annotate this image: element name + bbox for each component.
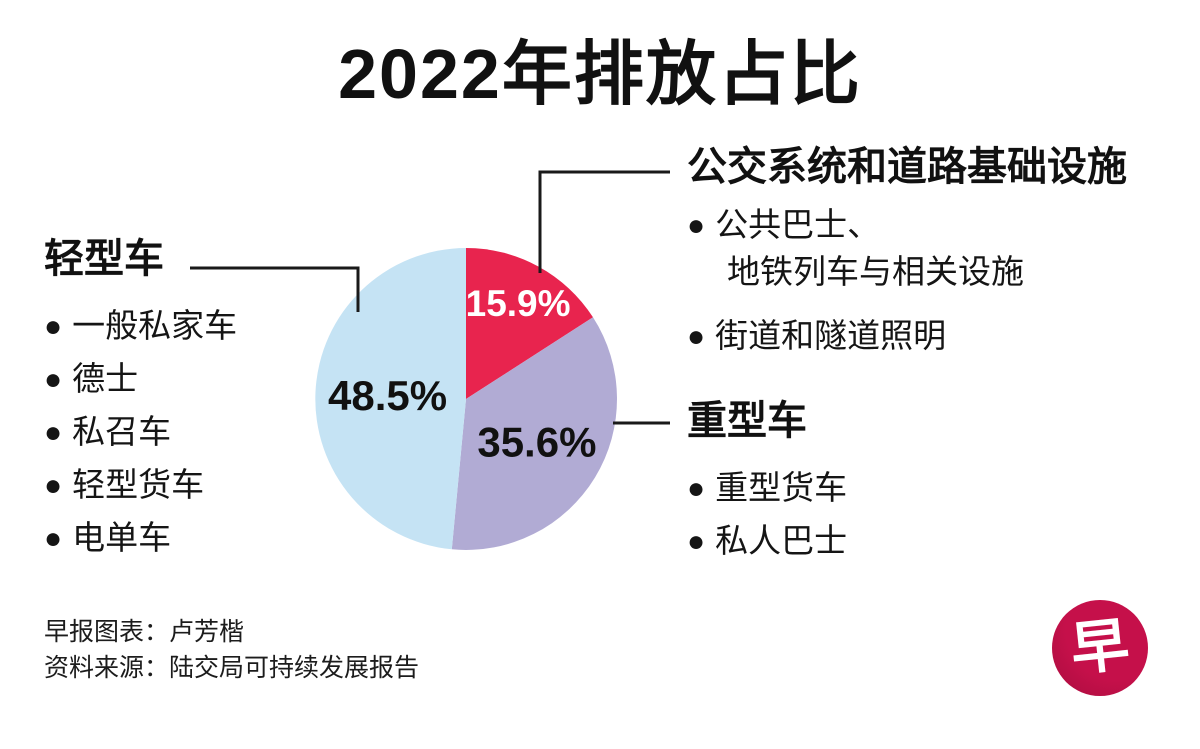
list-item: ● 轻型货车: [44, 459, 237, 512]
pie-value-label-1: 35.6%: [477, 419, 596, 466]
credit-chart-author: 早报图表：卢芳楷: [44, 618, 245, 646]
zaobao-logo: 早: [1052, 600, 1148, 696]
credit-data-source: 资料来源：陆交局可持续发展报告: [44, 654, 420, 682]
page-title: 2022年排放占比: [338, 35, 862, 113]
pie-slice-1: [451, 317, 617, 550]
bullet-icon: ●: [44, 363, 63, 396]
leader-line-public-transport: [538, 170, 670, 273]
bullet-icon: ●: [687, 320, 706, 353]
list-item-continuation: 地铁列车与相关设施: [727, 253, 1024, 290]
legend-heavy-vehicles-items: ● 重型货车 ● 私人巴士: [687, 462, 847, 568]
list-item-label: 轻型货车: [72, 466, 205, 503]
pie-slice-2: [315, 248, 466, 550]
credits: 早报图表：卢芳楷 资料来源：陆交局可持续发展报告: [44, 614, 419, 686]
list-item: ● 重型货车: [687, 462, 847, 515]
bullet-icon: ●: [44, 310, 63, 343]
zaobao-logo-glyph: 早: [1067, 612, 1133, 683]
bullet-icon: ●: [44, 469, 63, 502]
bullet-icon: ●: [44, 522, 63, 555]
leader-line-light-vehicles: [190, 266, 360, 312]
legend-light-vehicles: 轻型车 ● 一般私家车 ● 德士 ● 私召车 ● 轻型货车 ● 电单车: [44, 238, 237, 565]
list-item-label: 公共巴士、: [715, 206, 881, 243]
bullet-icon: ●: [687, 472, 706, 505]
legend-public-transport-header: 公交系统和道路基础设施: [687, 145, 1127, 189]
legend-light-vehicles-header: 轻型车: [44, 237, 164, 281]
pie-value-label-2: 48.5%: [328, 372, 447, 419]
legend-public-transport-items: ● 公共巴士、 地铁列车与相关设施 ● 街道和隧道照明: [687, 202, 1127, 360]
list-item-label: 私人巴士: [715, 522, 848, 559]
bullet-icon: ●: [687, 525, 706, 558]
list-item-label: 一般私家车: [72, 307, 238, 344]
list-item-label: 重型货车: [715, 469, 848, 506]
pie-value-label-0: 15.9%: [466, 283, 571, 324]
list-item-label: 私召车: [72, 413, 172, 450]
legend-light-vehicles-items: ● 一般私家车 ● 德士 ● 私召车 ● 轻型货车 ● 电单车: [44, 300, 237, 565]
legend-heavy-vehicles: 重型车 ● 重型货车 ● 私人巴士: [687, 400, 847, 568]
list-item: ● 私召车: [44, 406, 237, 459]
list-item: ● 德士: [44, 353, 237, 406]
list-item: ● 一般私家车: [44, 300, 237, 353]
legend-heavy-vehicles-header: 重型车: [687, 399, 807, 443]
legend-public-transport: 公交系统和道路基础设施 ● 公共巴士、 地铁列车与相关设施 ● 街道和隧道照明: [687, 146, 1127, 360]
bullet-icon: ●: [44, 416, 63, 449]
list-item: ● 公共巴士、: [687, 202, 1127, 249]
list-item-label: 德士: [72, 360, 139, 397]
bullet-icon: ●: [687, 209, 706, 242]
list-item: ● 电单车: [44, 512, 237, 565]
pie-slice-0: [466, 248, 593, 399]
list-item-label: 电单车: [72, 519, 172, 556]
list-item: ● 私人巴士: [687, 515, 847, 568]
list-item-label: 街道和隧道照明: [715, 317, 947, 354]
list-item: ● 街道和隧道照明: [687, 313, 1127, 360]
